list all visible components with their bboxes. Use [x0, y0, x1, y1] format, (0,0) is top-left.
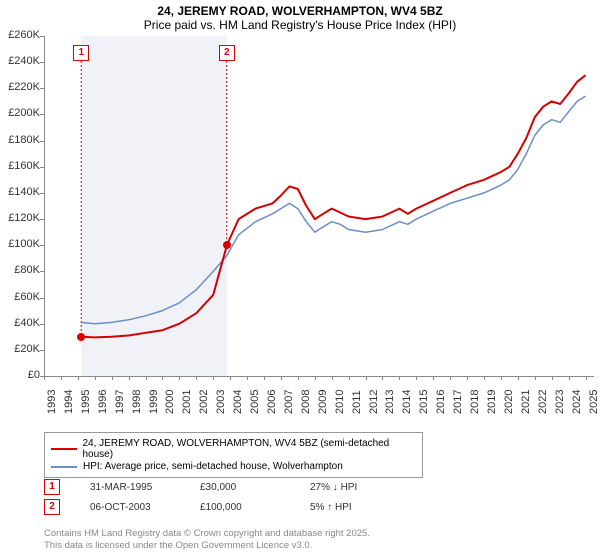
x-axis-label: 2010 — [334, 384, 346, 414]
x-axis-label: 2001 — [181, 384, 193, 414]
x-axis-label: 1998 — [131, 384, 143, 414]
x-axis-label: 2012 — [368, 384, 380, 414]
title-line1: 24, JEREMY ROAD, WOLVERHAMPTON, WV4 5BZ — [0, 4, 600, 18]
x-axis-label: 2015 — [418, 384, 430, 414]
x-axis-label: 2007 — [283, 384, 295, 414]
x-axis-label: 1999 — [148, 384, 160, 414]
chart-svg — [44, 36, 594, 376]
x-axis-label: 2018 — [469, 384, 481, 414]
sale-event-price: £30,000 — [200, 482, 280, 493]
sale-event-date: 31-MAR-1995 — [90, 482, 170, 493]
x-axis-label: 1997 — [114, 384, 126, 414]
y-axis-label: £60K — [0, 291, 40, 303]
x-axis-label: 2013 — [384, 384, 396, 414]
x-axis-label: 1994 — [63, 384, 75, 414]
x-axis-label: 2025 — [588, 384, 600, 414]
x-axis-label: 1995 — [80, 384, 92, 414]
x-axis-label: 2002 — [198, 384, 210, 414]
sale-events-table: 1 31-MAR-1995 £30,000 27% ↓ HPI 2 06-OCT-2003… — [44, 475, 390, 519]
y-axis-label: £260K — [0, 29, 40, 41]
license-line1: Contains HM Land Registry data © Crown c… — [44, 528, 370, 540]
y-axis-label: £100K — [0, 238, 40, 250]
chart-container: 24, JEREMY ROAD, WOLVERHAMPTON, WV4 5BZ … — [0, 0, 600, 560]
x-axis-label: 2006 — [266, 384, 278, 414]
y-axis-label: £240K — [0, 55, 40, 67]
x-axis-label: 2017 — [452, 384, 464, 414]
x-axis-label: 2011 — [351, 384, 363, 414]
legend-item: 24, JEREMY ROAD, WOLVERHAMPTON, WV4 5BZ … — [51, 438, 416, 460]
x-axis-label: 2009 — [317, 384, 329, 414]
chart-title: 24, JEREMY ROAD, WOLVERHAMPTON, WV4 5BZ … — [0, 0, 600, 34]
x-axis-label: 2005 — [249, 384, 261, 414]
plot-area: 12 — [44, 36, 594, 376]
y-axis-label: £40K — [0, 317, 40, 329]
sale-event-marker: 2 — [219, 45, 235, 61]
x-axis-label: 2003 — [215, 384, 227, 414]
sale-event-dot — [77, 333, 85, 341]
sale-event-price: £100,000 — [200, 502, 280, 513]
x-axis-label: 2019 — [486, 384, 498, 414]
red-series-line — [81, 75, 585, 337]
y-axis-label: £180K — [0, 134, 40, 146]
x-axis-label: 2022 — [537, 384, 549, 414]
y-axis-label: £0 — [0, 369, 40, 381]
x-axis-label: 2014 — [401, 384, 413, 414]
sale-event-row: 1 31-MAR-1995 £30,000 27% ↓ HPI — [44, 479, 390, 495]
legend-label: HPI: Average price, semi-detached house,… — [83, 461, 343, 472]
x-axis-label: 2021 — [520, 384, 532, 414]
sale-event-delta: 27% ↓ HPI — [310, 482, 390, 493]
x-axis-label: 2008 — [300, 384, 312, 414]
y-axis-label: £160K — [0, 160, 40, 172]
x-axis-label: 2023 — [554, 384, 566, 414]
sale-event-row-marker: 1 — [44, 479, 60, 495]
sale-event-row-marker: 2 — [44, 499, 60, 515]
sale-event-delta: 5% ↑ HPI — [310, 502, 390, 513]
x-axis-label: 1996 — [97, 384, 109, 414]
legend-swatch — [51, 466, 77, 468]
legend-item: HPI: Average price, semi-detached house,… — [51, 461, 416, 472]
sale-event-date: 06-OCT-2003 — [90, 502, 170, 513]
legend-label: 24, JEREMY ROAD, WOLVERHAMPTON, WV4 5BZ … — [83, 438, 417, 460]
x-axis-label: 2016 — [435, 384, 447, 414]
legend-box: 24, JEREMY ROAD, WOLVERHAMPTON, WV4 5BZ … — [44, 432, 423, 478]
y-axis-label: £20K — [0, 343, 40, 355]
x-axis-label: 1993 — [46, 384, 58, 414]
y-axis-label: £220K — [0, 81, 40, 93]
legend-swatch — [51, 448, 77, 451]
y-axis-label: £120K — [0, 212, 40, 224]
title-line2: Price paid vs. HM Land Registry's House … — [0, 18, 600, 32]
license-text: Contains HM Land Registry data © Crown c… — [44, 528, 370, 553]
x-axis-label: 2020 — [503, 384, 515, 414]
sale-event-dot — [223, 241, 231, 249]
y-axis-label: £200K — [0, 107, 40, 119]
x-axis-label: 2024 — [571, 384, 583, 414]
sale-event-row: 2 06-OCT-2003 £100,000 5% ↑ HPI — [44, 499, 390, 515]
license-line2: This data is licensed under the Open Gov… — [44, 540, 370, 552]
y-axis-label: £80K — [0, 264, 40, 276]
x-axis-label: 2000 — [164, 384, 176, 414]
sale-event-marker: 1 — [73, 45, 89, 61]
y-axis-label: £140K — [0, 186, 40, 198]
x-axis-label: 2004 — [232, 384, 244, 414]
